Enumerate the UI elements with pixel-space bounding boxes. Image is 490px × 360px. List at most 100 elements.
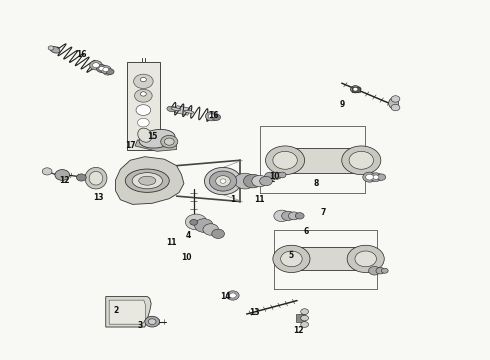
Circle shape	[134, 74, 153, 89]
Ellipse shape	[138, 128, 152, 142]
Text: 11: 11	[167, 238, 177, 247]
Circle shape	[99, 66, 105, 71]
Polygon shape	[135, 140, 176, 151]
Circle shape	[363, 172, 376, 182]
Circle shape	[281, 251, 302, 267]
Ellipse shape	[277, 255, 308, 263]
Circle shape	[185, 214, 207, 230]
Circle shape	[368, 266, 380, 275]
Circle shape	[265, 172, 276, 181]
Text: 12: 12	[294, 326, 304, 335]
Polygon shape	[116, 157, 184, 204]
Text: 5: 5	[289, 251, 294, 260]
Text: 15: 15	[147, 132, 157, 141]
Circle shape	[90, 60, 102, 70]
Text: 13: 13	[93, 193, 104, 202]
Ellipse shape	[85, 167, 107, 189]
Bar	[351, 87, 360, 93]
Ellipse shape	[343, 156, 377, 165]
Circle shape	[195, 219, 213, 232]
Circle shape	[273, 245, 310, 273]
Circle shape	[381, 268, 388, 273]
Circle shape	[208, 114, 215, 119]
Circle shape	[190, 220, 197, 225]
Polygon shape	[106, 297, 151, 327]
Text: 10: 10	[269, 172, 280, 181]
Circle shape	[93, 63, 99, 68]
Text: 4: 4	[186, 231, 192, 240]
Bar	[127, 62, 160, 149]
Text: 10: 10	[181, 253, 192, 262]
Ellipse shape	[164, 138, 174, 145]
Circle shape	[244, 174, 262, 188]
Ellipse shape	[139, 176, 156, 185]
Ellipse shape	[270, 156, 304, 165]
Polygon shape	[109, 300, 146, 324]
Text: 9: 9	[340, 100, 345, 109]
Polygon shape	[174, 106, 190, 115]
Circle shape	[204, 167, 242, 195]
Circle shape	[141, 77, 147, 82]
Circle shape	[145, 316, 159, 327]
Circle shape	[349, 151, 373, 169]
Circle shape	[103, 69, 112, 75]
Text: 6: 6	[303, 228, 309, 237]
Circle shape	[76, 174, 86, 181]
Ellipse shape	[171, 108, 181, 111]
Circle shape	[138, 118, 149, 127]
Polygon shape	[287, 148, 360, 173]
Circle shape	[42, 168, 52, 175]
Circle shape	[106, 69, 114, 75]
Circle shape	[212, 229, 224, 238]
Circle shape	[252, 175, 268, 187]
Circle shape	[55, 170, 70, 180]
Text: 2: 2	[113, 306, 118, 315]
Text: 12: 12	[59, 176, 70, 185]
Circle shape	[136, 105, 151, 116]
Circle shape	[212, 114, 220, 121]
Circle shape	[272, 172, 282, 179]
Ellipse shape	[50, 46, 60, 53]
Circle shape	[205, 112, 218, 121]
Circle shape	[295, 213, 304, 219]
Circle shape	[226, 291, 239, 300]
Circle shape	[209, 171, 237, 191]
Text: 7: 7	[320, 208, 326, 217]
Circle shape	[355, 251, 376, 267]
Circle shape	[376, 267, 385, 274]
Circle shape	[135, 89, 152, 102]
Circle shape	[366, 174, 373, 180]
Circle shape	[278, 172, 286, 178]
Ellipse shape	[389, 98, 398, 109]
Circle shape	[350, 86, 360, 93]
Circle shape	[100, 66, 111, 73]
Ellipse shape	[139, 130, 175, 148]
Text: 8: 8	[313, 179, 318, 188]
Circle shape	[103, 67, 109, 72]
Circle shape	[282, 211, 294, 221]
Text: 3: 3	[137, 321, 143, 330]
Circle shape	[301, 309, 309, 315]
Text: 13: 13	[249, 308, 260, 317]
Circle shape	[234, 173, 256, 189]
Circle shape	[229, 293, 236, 298]
Circle shape	[203, 224, 219, 235]
Circle shape	[216, 176, 230, 186]
Text: 14: 14	[220, 292, 231, 301]
Circle shape	[260, 176, 272, 186]
Ellipse shape	[89, 171, 103, 185]
Ellipse shape	[167, 106, 176, 112]
Polygon shape	[293, 247, 364, 270]
Circle shape	[347, 245, 384, 273]
Circle shape	[353, 87, 358, 91]
Ellipse shape	[48, 46, 54, 50]
Text: 16: 16	[208, 111, 219, 120]
Circle shape	[391, 96, 400, 102]
Text: 11: 11	[254, 195, 265, 204]
Ellipse shape	[132, 173, 162, 189]
Ellipse shape	[348, 255, 379, 263]
Circle shape	[148, 319, 156, 324]
Circle shape	[391, 104, 400, 111]
Circle shape	[289, 212, 299, 220]
Circle shape	[373, 175, 379, 179]
